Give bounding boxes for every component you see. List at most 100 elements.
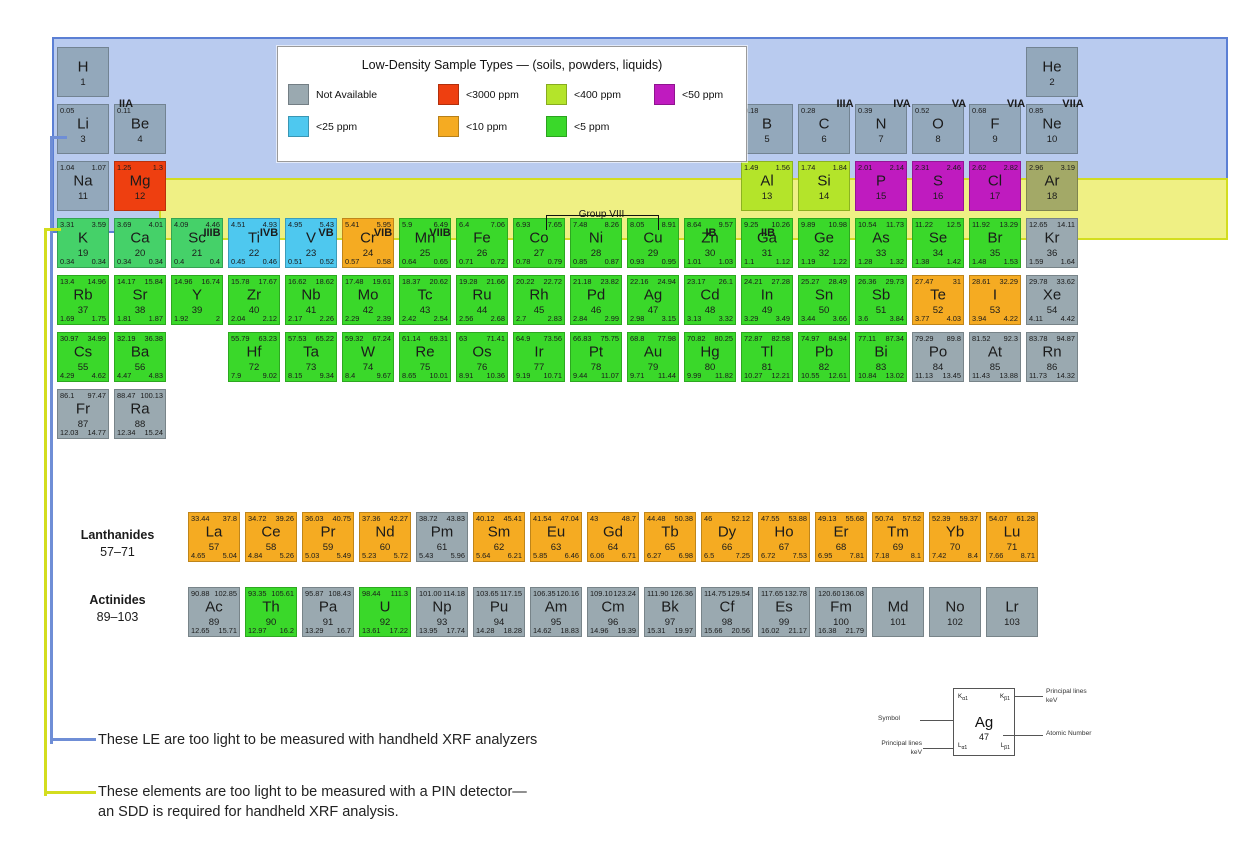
element-cell-bi[interactable]: 77.11 87.34 10.84 13.02 Bi 83	[855, 332, 907, 382]
element-cell-er[interactable]: 49.13 55.68 6.95 7.81 Er 68	[815, 512, 867, 562]
element-cell-ni[interactable]: 7.48 8.26 0.85 0.87 Ni 28	[570, 218, 622, 268]
element-cell-i[interactable]: 28.61 32.29 3.94 4.22 I 53	[969, 275, 1021, 325]
element-cell-re[interactable]: 61.14 69.31 8.65 10.01 Re 75	[399, 332, 451, 382]
element-cell-y[interactable]: 14.96 16.74 1.92 2 Y 39	[171, 275, 223, 325]
element-cell-ti[interactable]: 4.51 4.93 0.45 0.46 Ti 22	[228, 218, 280, 268]
element-cell-tm[interactable]: 50.74 57.52 7.18 8.1 Tm 69	[872, 512, 924, 562]
element-cell-as[interactable]: 10.54 11.73 1.28 1.32 As 33	[855, 218, 907, 268]
element-cell-th[interactable]: 93.35 105.61 12.97 16.2 Th 90	[245, 587, 297, 637]
element-cell-cf[interactable]: 114.75 129.54 15.66 20.56 Cf 98	[701, 587, 753, 637]
element-cell-at[interactable]: 81.52 92.3 11.43 13.88 At 85	[969, 332, 1021, 382]
element-cell-os[interactable]: 63 71.41 8.91 10.36 Os 76	[456, 332, 508, 382]
element-cell-pt[interactable]: 66.83 75.75 9.44 11.07 Pt 78	[570, 332, 622, 382]
element-cell-ba[interactable]: 32.19 36.38 4.47 4.83 Ba 56	[114, 332, 166, 382]
element-cell-na[interactable]: 1.04 1.07 Na 11	[57, 161, 109, 211]
element-cell-te[interactable]: 27.47 31 3.77 4.03 Te 52	[912, 275, 964, 325]
element-cell-lr[interactable]: Lr 103	[986, 587, 1038, 637]
element-cell-ar[interactable]: 2.96 3.19 Ar 18	[1026, 161, 1078, 211]
element-cell-mg[interactable]: 1.25 1.3 Mg 12	[114, 161, 166, 211]
element-cell-sb[interactable]: 26.36 29.73 3.6 3.84 Sb 51	[855, 275, 907, 325]
element-cell-ag[interactable]: 22.16 24.94 2.98 3.15 Ag 47	[627, 275, 679, 325]
element-cell-zn[interactable]: 8.64 9.57 1.01 1.03 Zn 30	[684, 218, 736, 268]
element-cell-f[interactable]: 0.68 F 9	[969, 104, 1021, 154]
element-cell-tb[interactable]: 44.48 50.38 6.27 6.98 Tb 65	[644, 512, 696, 562]
element-cell-u[interactable]: 98.44 111.3 13.61 17.22 U 92	[359, 587, 411, 637]
element-cell-c[interactable]: 0.28 C 6	[798, 104, 850, 154]
element-cell-co[interactable]: 6.93 7.65 0.78 0.79 Co 27	[513, 218, 565, 268]
element-cell-np[interactable]: 101.00 114.18 13.95 17.74 Np 93	[416, 587, 468, 637]
element-cell-pa[interactable]: 95.87 108.43 13.29 16.7 Pa 91	[302, 587, 354, 637]
element-cell-es[interactable]: 117.65 132.78 16.02 21.17 Es 99	[758, 587, 810, 637]
element-cell-pm[interactable]: 38.72 43.83 5.43 5.96 Pm 61	[416, 512, 468, 562]
element-cell-pb[interactable]: 74.97 84.94 10.55 12.61 Pb 82	[798, 332, 850, 382]
element-cell-am[interactable]: 106.35 120.16 14.62 18.83 Am 95	[530, 587, 582, 637]
element-cell-rh[interactable]: 20.22 22.72 2.7 2.83 Rh 45	[513, 275, 565, 325]
element-cell-sc[interactable]: 4.09 4.46 0.4 0.4 Sc 21	[171, 218, 223, 268]
element-cell-sn[interactable]: 25.27 28.49 3.44 3.66 Sn 50	[798, 275, 850, 325]
element-cell-dy[interactable]: 46 52.12 6.5 7.25 Dy 66	[701, 512, 753, 562]
element-cell-ho[interactable]: 47.55 53.88 6.72 7.53 Ho 67	[758, 512, 810, 562]
element-cell-sr[interactable]: 14.17 15.84 1.81 1.87 Sr 38	[114, 275, 166, 325]
element-cell-fr[interactable]: 86.1 97.47 12.03 14.77 Fr 87	[57, 389, 109, 439]
element-cell-ac[interactable]: 90.88 102.85 12.65 15.71 Ac 89	[188, 587, 240, 637]
element-cell-ru[interactable]: 19.28 21.66 2.56 2.68 Ru 44	[456, 275, 508, 325]
element-cell-li[interactable]: 0.05 Li 3	[57, 104, 109, 154]
element-cell-o[interactable]: 0.52 O 8	[912, 104, 964, 154]
element-cell-eu[interactable]: 41.54 47.04 5.85 6.46 Eu 63	[530, 512, 582, 562]
element-cell-po[interactable]: 79.29 89.8 11.13 13.45 Po 84	[912, 332, 964, 382]
element-cell-cs[interactable]: 30.97 34.99 4.29 4.62 Cs 55	[57, 332, 109, 382]
element-cell-nb[interactable]: 16.62 18.62 2.17 2.26 Nb 41	[285, 275, 337, 325]
element-cell-au[interactable]: 68.8 77.98 9.71 11.44 Au 79	[627, 332, 679, 382]
element-cell-xe[interactable]: 29.78 33.62 4.11 4.42 Xe 54	[1026, 275, 1078, 325]
element-cell-gd[interactable]: 43 48.7 6.06 6.71 Gd 64	[587, 512, 639, 562]
element-cell-cl[interactable]: 2.62 2.82 Cl 17	[969, 161, 1021, 211]
element-cell-ce[interactable]: 34.72 39.26 4.84 5.26 Ce 58	[245, 512, 297, 562]
element-cell-se[interactable]: 11.22 12.5 1.38 1.42 Se 34	[912, 218, 964, 268]
element-cell-rn[interactable]: 83.78 94.87 11.73 14.32 Rn 86	[1026, 332, 1078, 382]
element-cell-ne[interactable]: 0.85 Ne 10	[1026, 104, 1078, 154]
element-cell-ga[interactable]: 9.25 10.26 1.1 1.12 Ga 31	[741, 218, 793, 268]
element-cell-be[interactable]: 0.11 Be 4	[114, 104, 166, 154]
element-cell-ta[interactable]: 57.53 65.22 8.15 9.34 Ta 73	[285, 332, 337, 382]
element-cell-ge[interactable]: 9.89 10.98 1.19 1.22 Ge 32	[798, 218, 850, 268]
element-cell-rb[interactable]: 13.4 14.96 1.69 1.75 Rb 37	[57, 275, 109, 325]
element-cell-v[interactable]: 4.95 5.43 0.51 0.52 V 23	[285, 218, 337, 268]
element-cell-he[interactable]: He 2	[1026, 47, 1078, 97]
element-cell-ca[interactable]: 3.69 4.01 0.34 0.34 Ca 20	[114, 218, 166, 268]
element-cell-br[interactable]: 11.92 13.29 1.48 1.53 Br 35	[969, 218, 1021, 268]
element-cell-mo[interactable]: 17.48 19.61 2.29 2.39 Mo 42	[342, 275, 394, 325]
element-cell-cm[interactable]: 109.10 123.24 14.96 19.39 Cm 96	[587, 587, 639, 637]
element-cell-w[interactable]: 59.32 67.24 8.4 9.67 W 74	[342, 332, 394, 382]
element-cell-ra[interactable]: 88.47 100.13 12.34 15.24 Ra 88	[114, 389, 166, 439]
element-cell-hf[interactable]: 55.79 63.23 7.9 9.02 Hf 72	[228, 332, 280, 382]
element-cell-pr[interactable]: 36.03 40.75 5.03 5.49 Pr 59	[302, 512, 354, 562]
element-cell-mn[interactable]: 5.9 6.49 0.64 0.65 Mn 25	[399, 218, 451, 268]
element-cell-b[interactable]: 0.18 B 5	[741, 104, 793, 154]
element-cell-pd[interactable]: 21.18 23.82 2.84 2.99 Pd 46	[570, 275, 622, 325]
element-cell-in[interactable]: 24.21 27.28 3.29 3.49 In 49	[741, 275, 793, 325]
element-cell-nd[interactable]: 37.36 42.27 5.23 5.72 Nd 60	[359, 512, 411, 562]
element-cell-s[interactable]: 2.31 2.46 S 16	[912, 161, 964, 211]
element-cell-md[interactable]: Md 101	[872, 587, 924, 637]
element-cell-ir[interactable]: 64.9 73.56 9.19 10.71 Ir 77	[513, 332, 565, 382]
element-cell-k[interactable]: 3.31 3.59 0.34 0.34 K 19	[57, 218, 109, 268]
element-cell-sm[interactable]: 40.12 45.41 5.64 6.21 Sm 62	[473, 512, 525, 562]
element-cell-al[interactable]: 1.49 1.56 Al 13	[741, 161, 793, 211]
element-cell-zr[interactable]: 15.78 17.67 2.04 2.12 Zr 40	[228, 275, 280, 325]
element-cell-yb[interactable]: 52.39 59.37 7.42 8.4 Yb 70	[929, 512, 981, 562]
element-cell-cr[interactable]: 5.41 5.95 0.57 0.58 Cr 24	[342, 218, 394, 268]
element-cell-kr[interactable]: 12.65 14.11 1.59 1.64 Kr 36	[1026, 218, 1078, 268]
element-cell-tc[interactable]: 18.37 20.62 2.42 2.54 Tc 43	[399, 275, 451, 325]
element-cell-tl[interactable]: 72.87 82.58 10.27 12.21 Tl 81	[741, 332, 793, 382]
element-cell-bk[interactable]: 111.90 126.36 15.31 19.97 Bk 97	[644, 587, 696, 637]
element-cell-n[interactable]: 0.39 N 7	[855, 104, 907, 154]
element-cell-fe[interactable]: 6.4 7.06 0.71 0.72 Fe 26	[456, 218, 508, 268]
element-cell-hg[interactable]: 70.82 80.25 9.99 11.82 Hg 80	[684, 332, 736, 382]
element-cell-no[interactable]: No 102	[929, 587, 981, 637]
element-cell-cu[interactable]: 8.05 8.91 0.93 0.95 Cu 29	[627, 218, 679, 268]
element-cell-pu[interactable]: 103.65 117.15 14.28 18.28 Pu 94	[473, 587, 525, 637]
element-cell-la[interactable]: 33.44 37.8 4.65 5.04 La 57	[188, 512, 240, 562]
element-cell-si[interactable]: 1.74 1.84 Si 14	[798, 161, 850, 211]
element-cell-cd[interactable]: 23.17 26.1 3.13 3.32 Cd 48	[684, 275, 736, 325]
